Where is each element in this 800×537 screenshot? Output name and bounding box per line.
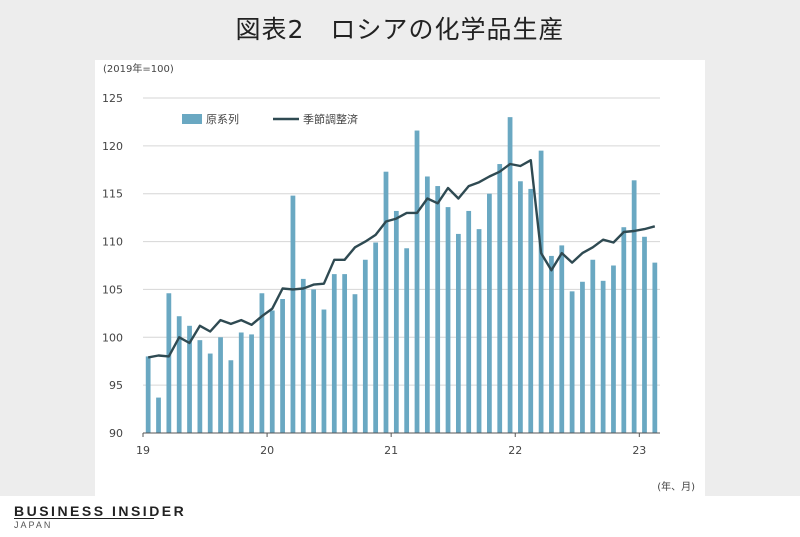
bar (259, 293, 265, 433)
bar (300, 278, 306, 433)
y-unit-label: (2019年=100) (103, 62, 174, 75)
footer (0, 496, 800, 537)
bar (611, 265, 616, 433)
bar (145, 356, 151, 433)
brand-logo-text: BUSINESS INSIDER (14, 503, 187, 519)
bar (424, 176, 430, 433)
bar (652, 262, 658, 433)
bar (166, 293, 172, 433)
title-band (0, 0, 800, 60)
bar (631, 180, 637, 433)
bar (238, 332, 244, 433)
x-tick-label: 22 (508, 444, 522, 457)
y-tick-label: 100 (102, 331, 123, 344)
line-series (147, 158, 656, 359)
bar (352, 294, 358, 433)
legend-label-bar: 原系列 (206, 112, 239, 126)
bar (249, 334, 254, 433)
bar (445, 207, 451, 433)
bar (362, 259, 368, 433)
y-tick-label: 90 (109, 427, 123, 440)
bar (269, 310, 275, 433)
bar (528, 188, 534, 433)
bar (590, 259, 596, 433)
bar (642, 236, 647, 433)
right-margin-band (705, 60, 800, 496)
bar (559, 245, 565, 433)
x-unit-label: (年、月) (657, 480, 695, 493)
bar (580, 281, 585, 433)
x-tick-label: 19 (136, 444, 150, 457)
bar (487, 193, 492, 433)
x-tick-label: 20 (260, 444, 274, 457)
y-tick-label: 95 (109, 379, 123, 392)
bar (218, 337, 223, 433)
chart-title: 図表2 ロシアの化学品生産 (235, 15, 565, 44)
bar (404, 248, 410, 433)
bar (321, 309, 327, 433)
bar (187, 325, 192, 433)
bar (280, 299, 285, 433)
brand-divider (14, 518, 154, 519)
bar (342, 274, 348, 433)
bar (383, 171, 389, 433)
bar (311, 289, 316, 433)
y-tick-label: 110 (102, 236, 123, 249)
bar (373, 242, 379, 433)
bar (497, 164, 503, 433)
axis-layer: 90 95 100 105 110 115 120 125 (2019年=100) 19 20 21 2… (102, 62, 695, 493)
bar (176, 316, 182, 433)
bar (518, 181, 523, 433)
bar (207, 353, 213, 433)
bar (414, 130, 420, 433)
left-margin-band (0, 60, 95, 496)
bar (393, 210, 399, 433)
bar (507, 117, 513, 433)
line-path (147, 158, 656, 359)
x-tick-label: 21 (384, 444, 398, 457)
legend-swatch-bar (182, 114, 202, 124)
bar (600, 280, 606, 433)
bar (549, 255, 554, 433)
bar (435, 186, 441, 433)
bar (290, 195, 296, 433)
bar (538, 150, 544, 433)
y-tick-label: 115 (102, 188, 123, 201)
bar (476, 229, 482, 433)
y-tick-label: 105 (102, 283, 123, 296)
chart-panel: 90 95 100 105 110 115 120 125 (2019年=100) 19 20 21 2… (95, 60, 705, 496)
x-tick-label: 23 (632, 444, 646, 457)
y-tick-label: 125 (102, 92, 123, 105)
bar (156, 397, 161, 433)
bar (455, 233, 461, 433)
chart-svg: 90 95 100 105 110 115 120 125 (2019年=100) 19 20 21 2… (102, 62, 695, 493)
legend: 原系列 季節調整済 (182, 112, 358, 126)
bar (466, 210, 472, 433)
bar (621, 227, 627, 433)
legend-label-line: 季節調整済 (303, 112, 358, 126)
bar-series (145, 117, 658, 433)
bar (569, 291, 575, 433)
bar (331, 274, 337, 433)
bar (228, 360, 234, 433)
brand-subtitle: JAPAN (14, 520, 53, 530)
bar (197, 340, 203, 433)
y-tick-label: 120 (102, 140, 123, 153)
